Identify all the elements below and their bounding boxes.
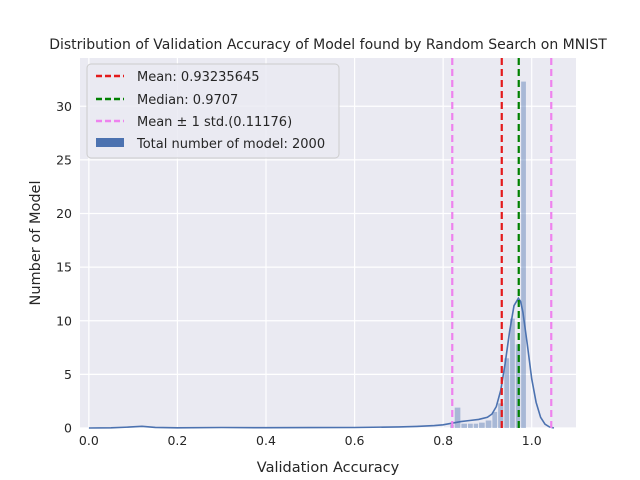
legend: Mean: 0.93235645 Median: 0.9707 Mean ± 1… [86, 63, 340, 159]
y-tick-label: 25 [56, 152, 72, 167]
y-tick-label: 5 [64, 367, 72, 382]
x-tick-label: 0.6 [345, 433, 365, 448]
x-tick-label: 0.8 [433, 433, 453, 448]
reference-lines [451, 58, 553, 428]
histogram-bar [515, 344, 521, 428]
x-tick-label: 1.0 [522, 433, 542, 448]
histogram-bar [492, 411, 498, 428]
histogram-bar [473, 423, 479, 428]
legend-box [86, 63, 340, 159]
legend-swatch-histogram [96, 138, 124, 147]
x-axis-ticks: 0.0 0.2 0.4 0.6 0.8 1.0 [79, 433, 542, 448]
histogram-bar [504, 358, 510, 428]
x-axis-label: Validation Accuracy [257, 460, 400, 476]
y-tick-label: 10 [56, 313, 72, 328]
histogram-bar [485, 420, 492, 428]
x-tick-label: 0.2 [167, 433, 187, 448]
chart-title: Distribution of Validation Accuracy of M… [49, 37, 607, 53]
histogram-bar [479, 422, 485, 428]
kde-curve [88, 296, 555, 429]
histogram-bar [510, 318, 515, 428]
histogram-bar [468, 423, 473, 428]
y-tick-label: 0 [64, 421, 72, 436]
y-tick-label: 20 [56, 206, 72, 221]
histogram-bar [521, 81, 526, 428]
legend-label-median: Median: 0.9707 [137, 93, 238, 108]
legend-label-std: Mean ± 1 std.(0.11176) [137, 115, 292, 130]
y-tick-label: 15 [56, 260, 72, 275]
histogram-bar [461, 423, 467, 428]
x-tick-label: 0.4 [256, 433, 276, 448]
x-tick-label: 0.0 [79, 433, 99, 448]
histogram-bar [454, 407, 461, 428]
y-axis-ticks: 0 5 10 15 20 25 30 [56, 99, 72, 436]
y-tick-label: 30 [56, 99, 72, 114]
legend-label-mean: Mean: 0.93235645 [137, 70, 260, 85]
y-axis-label: Number of Model [28, 181, 44, 306]
legend-label-histogram: Total number of model: 2000 [136, 137, 325, 152]
